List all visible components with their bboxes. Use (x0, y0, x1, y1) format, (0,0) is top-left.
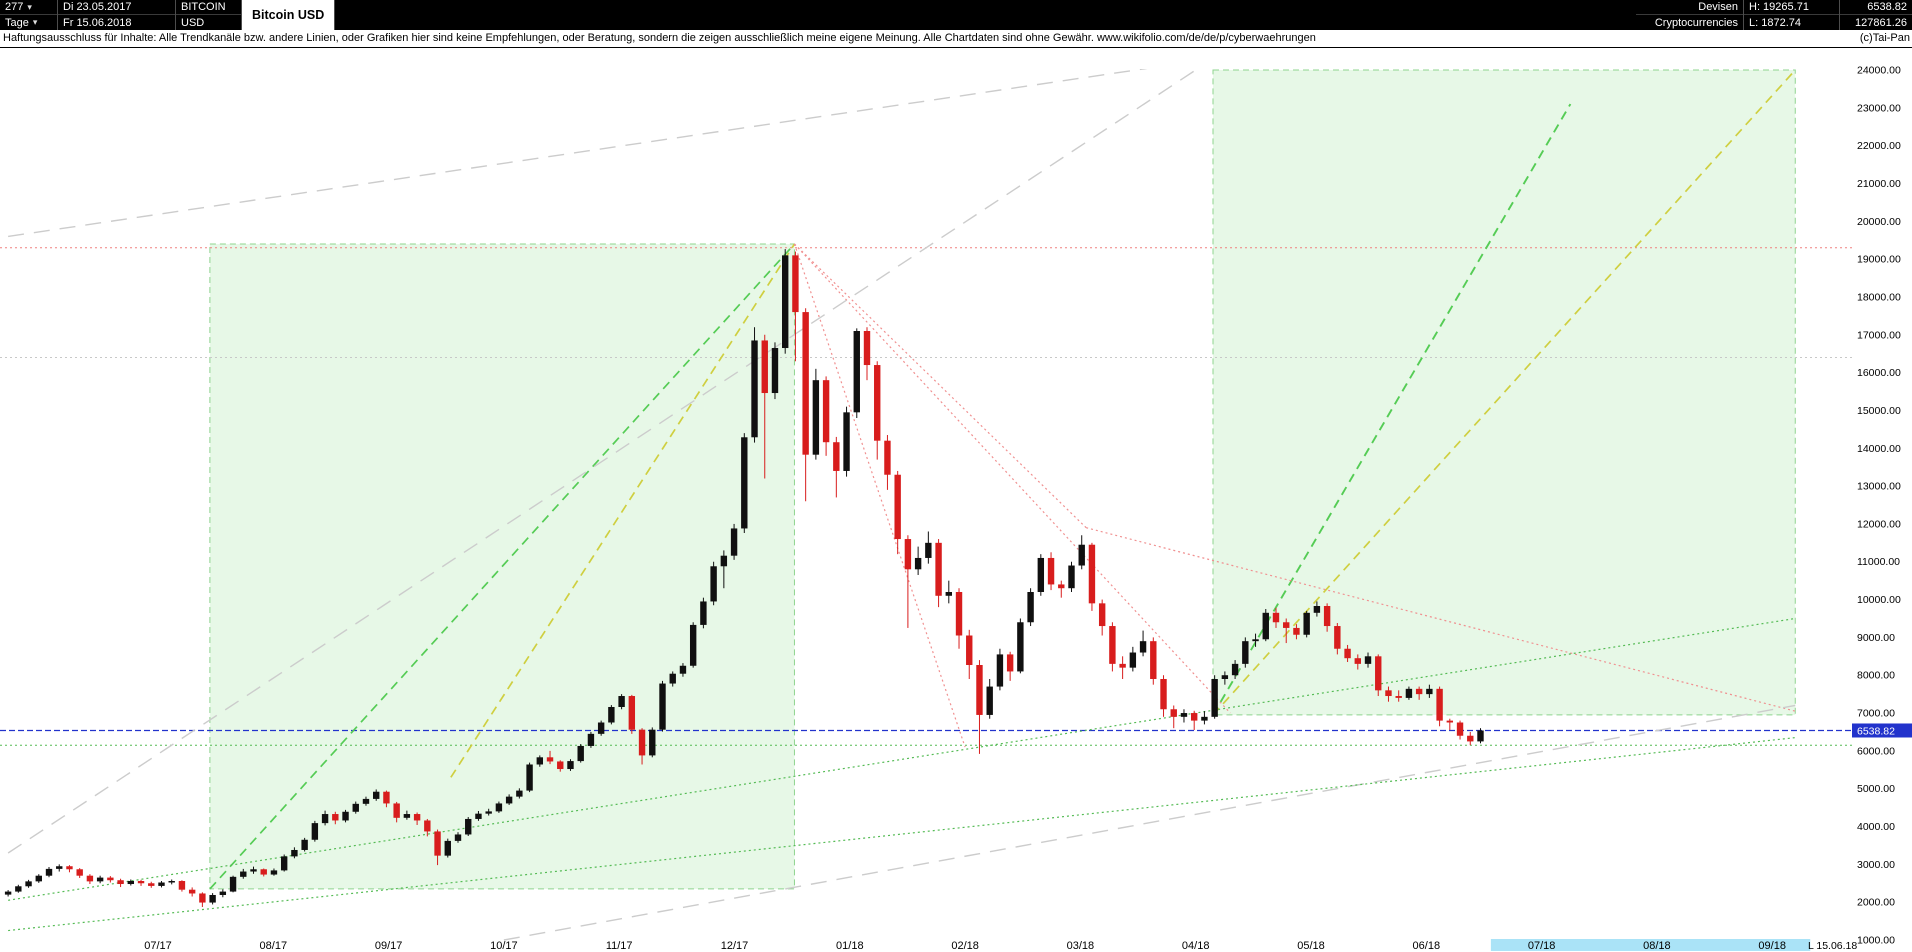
chart-area: 07/17 08/17 09/17 10/17 11/17 12/17 01/18 02/18… (0, 48, 1912, 952)
svg-text:08/18: 08/18 (1643, 940, 1671, 952)
symbol-value: BITCOIN (181, 1, 226, 13)
timeframe-value: Tage (5, 16, 29, 29)
svg-text:10/17: 10/17 (490, 940, 518, 952)
period-low-label: L: 1872.74 (1749, 16, 1801, 29)
trend-regions (209, 69, 1796, 890)
start-date-field[interactable]: Di 23.05.2017 (58, 0, 175, 15)
category-label: Devisen (1636, 0, 1743, 15)
svg-text:21000.00: 21000.00 (1857, 178, 1901, 190)
volume-label: 127861.26 (1855, 16, 1907, 29)
svg-text:3000.00: 3000.00 (1857, 859, 1895, 871)
svg-text:13000.00: 13000.00 (1857, 481, 1901, 493)
svg-text:18000.00: 18000.00 (1857, 291, 1901, 303)
svg-text:24000.00: 24000.00 (1857, 65, 1901, 77)
svg-text:09/18: 09/18 (1758, 940, 1786, 952)
svg-text:09/17: 09/17 (375, 940, 403, 952)
svg-text:6000.00: 6000.00 (1857, 745, 1895, 757)
bars-count-value: 277 (5, 1, 24, 13)
svg-text:5000.00: 5000.00 (1857, 783, 1895, 795)
bars-count-dropdown[interactable]: 277 ▾ (0, 0, 57, 15)
chevron-down-icon: ▾ (32, 17, 38, 27)
svg-text:02/18: 02/18 (951, 940, 979, 952)
currency-value: USD (181, 16, 205, 29)
svg-text:11000.00: 11000.00 (1857, 556, 1900, 568)
svg-text:07/18: 07/18 (1528, 940, 1556, 952)
svg-text:17000.00: 17000.00 (1857, 329, 1901, 341)
period-high-label: H: 19265.71 (1744, 0, 1839, 15)
subcategory-label: Cryptocurrencies (1654, 16, 1738, 29)
tai-pan-credit: (c)Tai-Pan (1859, 32, 1910, 44)
svg-text:20000.00: 20000.00 (1857, 216, 1901, 228)
svg-text:16000.00: 16000.00 (1857, 367, 1901, 379)
date-range-column: Di 23.05.2017 Fr 15.06.2018 (58, 0, 176, 30)
svg-text:8000.00: 8000.00 (1857, 670, 1895, 682)
symbol-column: BITCOIN USD (176, 0, 242, 30)
category-column: Devisen Cryptocurrencies (1636, 0, 1744, 30)
svg-text:11/17: 11/17 (606, 940, 633, 952)
svg-text:15000.00: 15000.00 (1857, 405, 1901, 417)
symbol-label: BITCOIN (176, 0, 241, 15)
svg-text:03/18: 03/18 (1067, 940, 1095, 952)
chevron-down-icon: ▾ (27, 1, 32, 12)
chart-title: Bitcoin USD (242, 0, 336, 30)
price-axis-labels: 1000.00 2000.00 3000.00 4000.00 5000.00 6000.… (1857, 65, 1901, 947)
future-period-band (1490, 939, 1811, 951)
end-date-field[interactable]: Fr 15.06.2018 (58, 15, 175, 30)
svg-text:04/18: 04/18 (1182, 940, 1210, 952)
svg-text:4000.00: 4000.00 (1857, 821, 1895, 833)
toolbar: 277 ▾ Tage ▾ Di 23.05.2017 Fr 15.06.2018… (0, 0, 1912, 30)
disclaimer-text: Haftungsausschluss für Inhalte: Alle Tre… (3, 32, 1316, 44)
svg-text:23000.00: 23000.00 (1857, 102, 1901, 114)
svg-text:L 15.06.18: L 15.06.18 (1808, 940, 1857, 952)
svg-text:6538.82: 6538.82 (1857, 725, 1895, 737)
svg-text:12/17: 12/17 (721, 940, 749, 952)
svg-text:01/18: 01/18 (836, 940, 864, 952)
chart-canvas[interactable]: 07/17 08/17 09/17 10/17 11/17 12/17 01/18 02/18… (0, 48, 1912, 952)
time-axis-labels: 07/17 08/17 09/17 10/17 11/17 12/17 01/18 02/18… (144, 940, 1786, 952)
svg-text:2000.00: 2000.00 (1857, 897, 1895, 909)
svg-text:19000.00: 19000.00 (1857, 254, 1901, 266)
last-values-column: 6538.82 127861.26 (1840, 0, 1912, 30)
svg-text:22000.00: 22000.00 (1857, 140, 1901, 152)
disclaimer-bar: Haftungsausschluss für Inhalte: Alle Tre… (0, 30, 1912, 48)
last-price-label: 6538.82 (1840, 0, 1912, 15)
timeframe-dropdown[interactable]: Tage ▾ (0, 15, 57, 30)
svg-text:08/17: 08/17 (260, 940, 288, 952)
svg-text:1000.00: 1000.00 (1857, 935, 1895, 947)
start-date-value: Di 23.05.2017 (63, 1, 132, 13)
toolbar-spacer (335, 0, 1636, 30)
trend-lines (7, 69, 1796, 941)
end-date-value: Fr 15.06.2018 (63, 16, 132, 29)
svg-text:9000.00: 9000.00 (1857, 632, 1895, 644)
svg-text:14000.00: 14000.00 (1857, 443, 1901, 455)
svg-text:06/18: 06/18 (1413, 940, 1441, 952)
svg-text:07/17: 07/17 (144, 940, 172, 952)
candlestick-series (4, 249, 1484, 907)
svg-text:10000.00: 10000.00 (1857, 594, 1901, 606)
period-column: 277 ▾ Tage ▾ (0, 0, 58, 30)
last-price-badge: 6538.82 (1852, 723, 1912, 738)
last-date-label: L 15.06.18 (1808, 940, 1857, 952)
svg-text:05/18: 05/18 (1297, 940, 1325, 952)
svg-text:7000.00: 7000.00 (1857, 708, 1895, 720)
currency-label: USD (176, 15, 241, 30)
svg-text:12000.00: 12000.00 (1857, 518, 1901, 530)
high-low-column: H: 19265.71 L: 1872.74 (1744, 0, 1840, 30)
